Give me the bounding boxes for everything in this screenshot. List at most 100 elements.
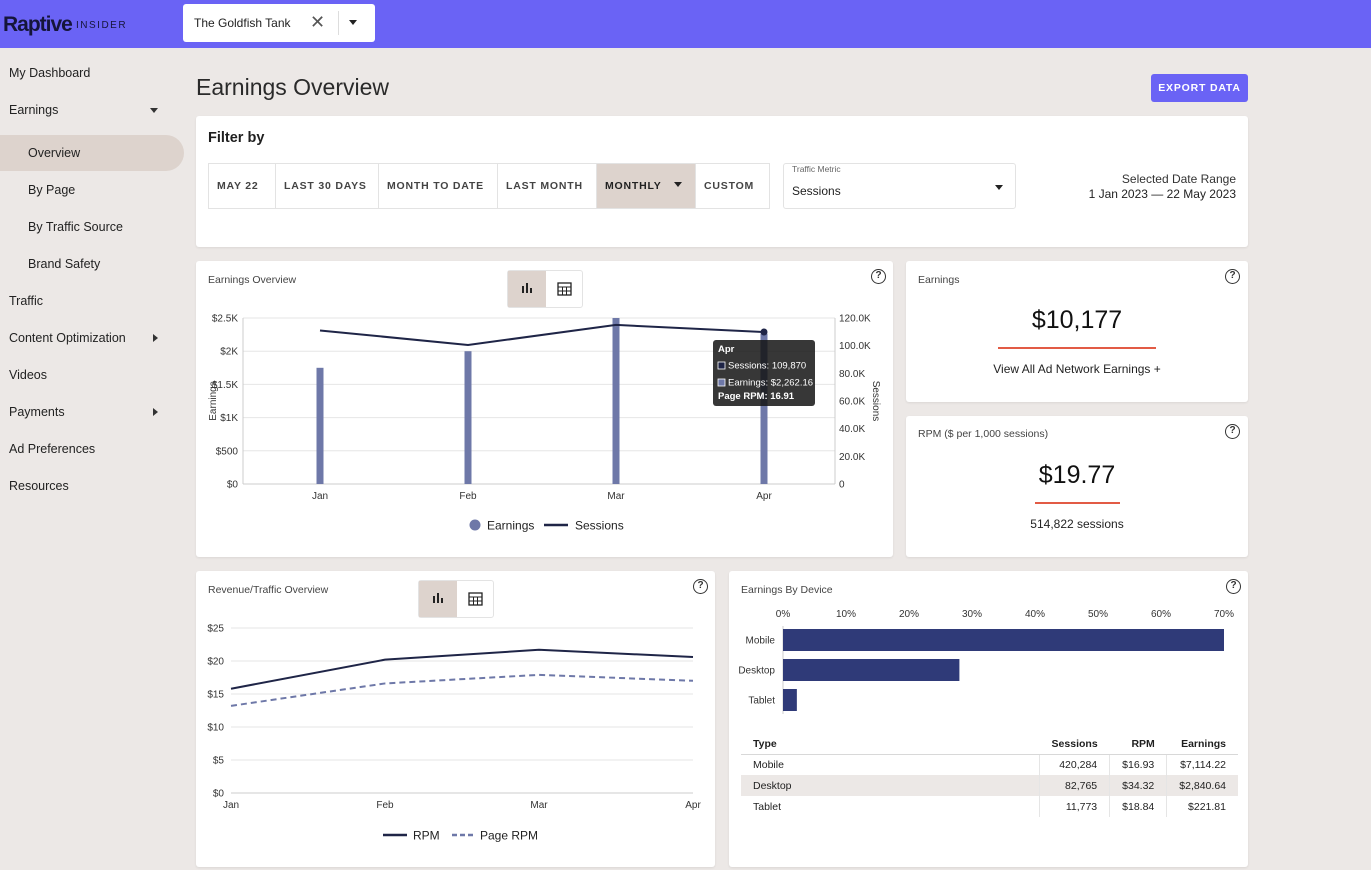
page-title: Earnings Overview	[196, 74, 390, 100]
filter-title: Filter by	[208, 130, 265, 146]
table-icon	[557, 282, 572, 296]
site-selector[interactable]: The Goldfish Tank ✕	[183, 4, 375, 42]
left-axis-tick-label: $2.5K	[212, 314, 238, 325]
card-title: Revenue/Traffic Overview	[208, 584, 329, 596]
sidebar-item-resources[interactable]: Resources	[0, 468, 184, 504]
sidebar-item-traffic[interactable]: Traffic	[0, 283, 184, 319]
sidebar-item-my-dashboard[interactable]: My Dashboard	[0, 55, 184, 91]
table-header-row: Type Sessions RPM Earnings	[741, 734, 1238, 755]
column-header[interactable]: Earnings	[1166, 734, 1238, 755]
y-axis-tick-label: $15	[207, 690, 224, 701]
table-cell: $34.32	[1109, 775, 1167, 796]
segment-last-month[interactable]: LAST MONTH	[498, 164, 597, 208]
device-table: Type Sessions RPM Earnings Mobile 420,28…	[741, 734, 1238, 817]
segment-last-30-days[interactable]: LAST 30 DAYS	[276, 164, 379, 208]
table-view-button[interactable]	[457, 581, 494, 617]
left-axis-tick-label: $500	[216, 446, 239, 457]
table-cell: $7,114.22	[1166, 754, 1238, 775]
x-axis-tick-label: Jan	[312, 491, 328, 502]
earnings-bar	[464, 351, 472, 484]
logo-subtitle: INSIDER	[76, 20, 128, 31]
page-rpm-line	[230, 673, 694, 707]
sidebar-item-videos[interactable]: Videos	[0, 357, 184, 393]
legend-sessions-label: Sessions	[575, 519, 624, 533]
view-toggle	[507, 270, 583, 308]
left-axis-tick-label: $1.5K	[212, 380, 238, 391]
sidebar-item-earnings[interactable]: Earnings	[0, 92, 184, 128]
sidebar-item-by-traffic-source[interactable]: By Traffic Source	[0, 209, 184, 245]
close-icon[interactable]: ✕	[310, 12, 326, 32]
earnings-overview-chart: $0 $500 $1K $1.5K $2K $2.5K 0 20.0K 40.0K 60.0K 80…	[208, 314, 881, 533]
segment-may-22[interactable]: MAY 22	[209, 164, 276, 208]
column-header[interactable]: Type	[741, 734, 1040, 755]
x-axis-tick-label: 20%	[899, 609, 919, 620]
chevron-down-icon	[150, 108, 158, 113]
help-icon[interactable]: ?	[1225, 424, 1240, 439]
sidebar-item-overview[interactable]: Overview	[0, 135, 184, 171]
sidebar-item-ad-preferences[interactable]: Ad Preferences	[0, 431, 184, 467]
table-cell: $221.81	[1166, 796, 1238, 817]
help-icon[interactable]: ?	[1226, 579, 1241, 594]
table-icon	[468, 592, 483, 606]
sidebar-item-label: Ad Preferences	[9, 442, 96, 456]
site-selector-value: The Goldfish Tank	[194, 16, 291, 30]
x-axis-tick-label: 40%	[1025, 609, 1045, 620]
y-axis-tick-label: Tablet	[748, 696, 775, 707]
rpm-line	[230, 648, 694, 690]
table-view-button[interactable]	[546, 271, 583, 307]
date-range-value: 1 Jan 2023 — 22 May 2023	[1088, 187, 1236, 201]
sidebar-item-label: Videos	[9, 368, 47, 382]
sidebar-item-brand-safety[interactable]: Brand Safety	[0, 246, 184, 282]
traffic-metric-select[interactable]: Traffic Metric Sessions	[783, 163, 1016, 209]
sidebar-item-label: Traffic	[9, 294, 44, 308]
sidebar-item-label: Content Optimization	[9, 331, 126, 345]
earnings-overview-card: Earnings Overview ? $0 $500 $1K $1.5K $2K $2.…	[196, 261, 893, 557]
legend-earnings-swatch	[469, 519, 481, 531]
sidebar-item-by-page[interactable]: By Page	[0, 172, 184, 208]
segment-custom[interactable]: CUSTOM	[704, 180, 755, 192]
y-axis-tick-label: $5	[213, 756, 225, 767]
x-axis-tick-label: 30%	[962, 609, 982, 620]
top-bar: Raptive INSIDER The Goldfish Tank ✕	[0, 0, 1371, 48]
segment-monthly[interactable]: MONTHLY	[597, 164, 696, 208]
sidebar-item-content-optimization[interactable]: Content Optimization	[0, 320, 184, 356]
sidebar-item-label: My Dashboard	[9, 66, 91, 80]
help-icon[interactable]: ?	[871, 269, 886, 284]
x-axis-tick-label: Apr	[756, 491, 772, 502]
sidebar-item-label: Earnings	[9, 103, 59, 117]
column-header[interactable]: Sessions	[1039, 734, 1110, 755]
logo[interactable]: Raptive	[3, 13, 73, 36]
y-axis-tick-label: $10	[207, 723, 224, 734]
right-axis-title: Sessions	[870, 381, 881, 422]
table-cell: 420,284	[1039, 754, 1110, 775]
legend-rpm-label: RPM	[413, 829, 440, 843]
chevron-down-icon[interactable]	[349, 20, 357, 25]
segment-month-to-date[interactable]: MONTH TO DATE	[379, 164, 498, 208]
y-axis-tick-label: $25	[207, 624, 224, 635]
chevron-down-icon	[995, 185, 1003, 190]
table-cell: Mobile	[753, 758, 784, 771]
right-axis-tick-label: 80.0K	[839, 369, 865, 380]
help-icon[interactable]: ?	[1225, 269, 1240, 284]
view-all-earnings-link[interactable]: View All Ad Network Earnings +	[993, 362, 1161, 376]
card-title: RPM ($ per 1,000 sessions)	[918, 428, 1049, 440]
traffic-metric-label: Traffic Metric	[792, 164, 841, 174]
card-title: Earnings	[918, 274, 960, 286]
sessions-point	[760, 328, 768, 336]
x-axis-tick-label: 60%	[1151, 609, 1171, 620]
export-data-button[interactable]: EXPORT DATA	[1151, 74, 1248, 102]
tooltip-earnings: Earnings: $2,262.16	[728, 378, 813, 389]
earnings-bar	[760, 333, 768, 484]
table-row: Mobile 420,284 $16.93 $7,114.22	[741, 754, 1238, 775]
bar-chart-view-button[interactable]	[508, 271, 546, 307]
table-cell: 82,765	[1039, 775, 1110, 796]
sidebar-item-label: Brand Safety	[28, 257, 101, 271]
left-axis-tick-label: $1K	[220, 413, 238, 424]
help-icon[interactable]: ?	[693, 579, 708, 594]
right-axis-tick-label: 40.0K	[839, 424, 865, 435]
legend-earnings-label: Earnings	[487, 519, 534, 533]
column-header[interactable]: RPM	[1109, 734, 1167, 755]
sidebar-item-payments[interactable]: Payments	[0, 394, 184, 430]
rpm-total: $19.77	[1038, 461, 1116, 489]
bar-chart-view-button[interactable]	[419, 581, 457, 617]
